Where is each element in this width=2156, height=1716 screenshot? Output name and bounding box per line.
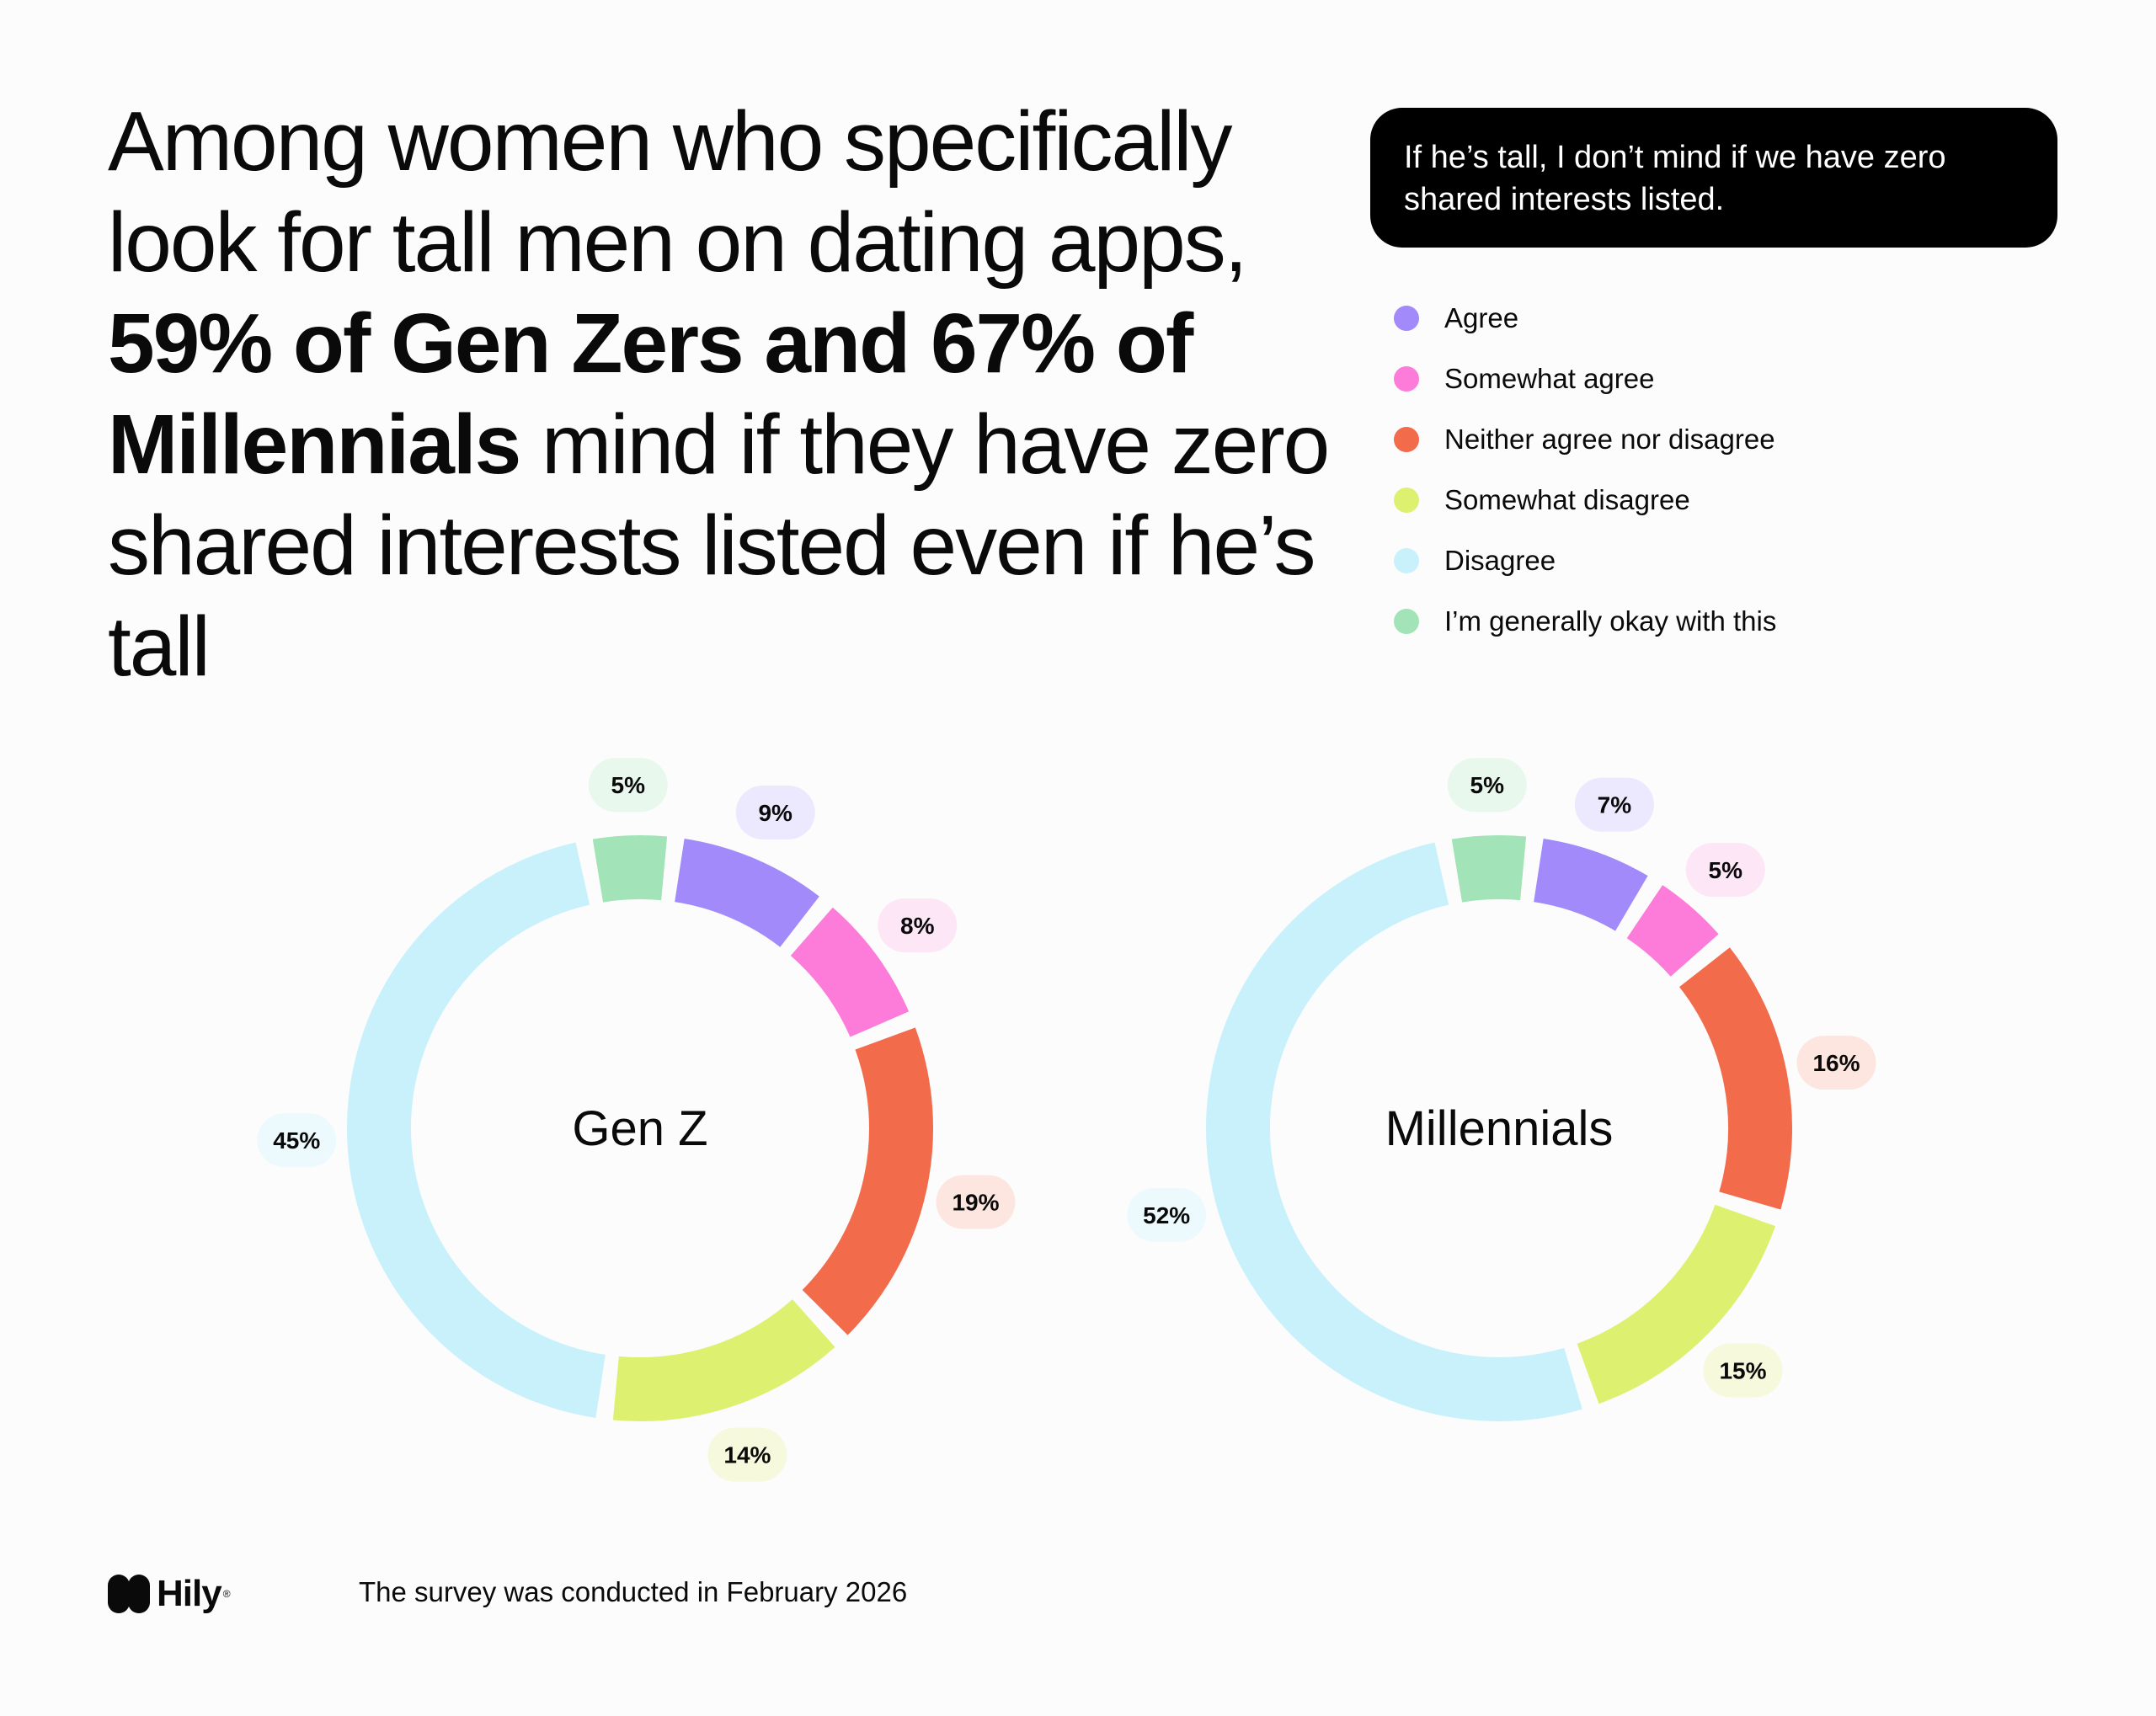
- donut-segment: [1678, 947, 1792, 1210]
- data-label-bg: [588, 758, 668, 813]
- hily-logo-text: Hily: [157, 1573, 222, 1614]
- data-label-bg: [1447, 758, 1527, 813]
- donut-center-label: Gen Z: [572, 1101, 707, 1156]
- data-label-bg: [936, 1175, 1016, 1229]
- data-label-bg: [735, 785, 815, 839]
- data-label: 15%: [1703, 1343, 1783, 1398]
- data-label: 14%: [707, 1427, 787, 1482]
- data-label-bg: [878, 898, 958, 953]
- headline-bold-text: 59% of Gen Zers and 67% of Millennials: [108, 296, 1193, 492]
- legend-label: Neither agree nor disagree: [1444, 424, 1775, 455]
- headline-text-2: mind if they have zero shared interests …: [108, 397, 1330, 694]
- data-label-bg: [257, 1113, 337, 1168]
- data-label-text: 7%: [1598, 792, 1632, 818]
- legend-swatch: [1394, 306, 1419, 331]
- legend-swatch: [1394, 609, 1419, 634]
- legend-label: Disagree: [1444, 545, 1556, 576]
- legend-item: I’m generally okay with this: [1394, 591, 1776, 652]
- data-label-text: 15%: [1719, 1357, 1766, 1383]
- donut-segment: [1626, 885, 1719, 978]
- legend-swatch: [1394, 366, 1419, 392]
- data-label-text: 52%: [1143, 1202, 1190, 1228]
- hily-logo: Hily ®: [108, 1573, 231, 1615]
- data-label-text: 14%: [723, 1442, 771, 1468]
- legend-label: Somewhat agree: [1444, 363, 1655, 394]
- data-label: 16%: [1796, 1036, 1876, 1090]
- data-label-text: 9%: [758, 800, 792, 826]
- legend-item: Disagree: [1394, 530, 1776, 591]
- data-label: 45%: [257, 1113, 337, 1168]
- donut-center-label: Millennials: [1385, 1101, 1614, 1156]
- legend: Agree Somewhat agree Neither agree nor dis…: [1394, 288, 1776, 652]
- donut-segment: [1533, 839, 1648, 931]
- data-label-text: 45%: [273, 1127, 320, 1154]
- donut-segment: [1576, 1204, 1776, 1404]
- data-label: 5%: [1447, 758, 1527, 813]
- legend-swatch: [1394, 427, 1419, 452]
- data-label: 52%: [1127, 1187, 1207, 1242]
- donut-segment: [790, 907, 910, 1038]
- legend-item: Somewhat disagree: [1394, 470, 1776, 530]
- legend-label: I’m generally okay with this: [1444, 605, 1777, 637]
- legend-label: Agree: [1444, 302, 1519, 333]
- data-label: 19%: [936, 1175, 1016, 1229]
- donut-segment: [612, 1298, 835, 1421]
- data-label-text: 19%: [952, 1190, 999, 1216]
- donut-chart-gen-z: 5% 9% 8% 19% 14% 45% Gen Z: [257, 758, 1016, 1482]
- data-label-text: 8%: [900, 913, 935, 939]
- donut-segment: [1206, 842, 1582, 1421]
- data-label-bg: [1574, 777, 1654, 832]
- data-label: 7%: [1574, 777, 1654, 832]
- donut-chart-millennials: 5% 7% 5% 16% 15% 52% Millennials: [1127, 758, 1876, 1421]
- legend-swatch: [1394, 488, 1419, 513]
- data-label-text: 16%: [1812, 1050, 1860, 1076]
- donut-segment: [802, 1027, 933, 1335]
- data-label-bg: [1796, 1036, 1876, 1090]
- survey-statement: If he’s tall, I don’t mind if we have ze…: [1370, 108, 2057, 248]
- legend-item: Somewhat agree: [1394, 349, 1776, 409]
- donut-segment: [1451, 835, 1527, 903]
- data-label: 8%: [878, 898, 958, 953]
- donut-segment: [347, 842, 606, 1418]
- data-label-text: 5%: [1709, 857, 1743, 883]
- data-label-bg: [1703, 1343, 1783, 1398]
- data-label-bg: [1127, 1187, 1207, 1242]
- hily-logo-icon: [108, 1575, 150, 1613]
- data-label-bg: [1685, 843, 1765, 898]
- data-label: 5%: [1685, 843, 1765, 898]
- donut-segment: [592, 835, 668, 903]
- legend-item: Agree: [1394, 288, 1776, 349]
- legend-item: Neither agree nor disagree: [1394, 409, 1776, 470]
- donut-segment: [674, 839, 819, 948]
- data-label-bg: [707, 1427, 787, 1482]
- data-label: 9%: [735, 785, 815, 839]
- legend-swatch: [1394, 548, 1419, 573]
- legend-label: Somewhat disagree: [1444, 484, 1690, 515]
- data-label-text: 5%: [1470, 772, 1505, 798]
- survey-note: The survey was conducted in February 202…: [359, 1576, 908, 1607]
- headline-text-1: Among women who specifically look for ta…: [108, 94, 1248, 290]
- data-label-text: 5%: [611, 772, 646, 798]
- headline: Among women who specifically look for ta…: [108, 91, 1337, 697]
- data-label: 5%: [588, 758, 668, 813]
